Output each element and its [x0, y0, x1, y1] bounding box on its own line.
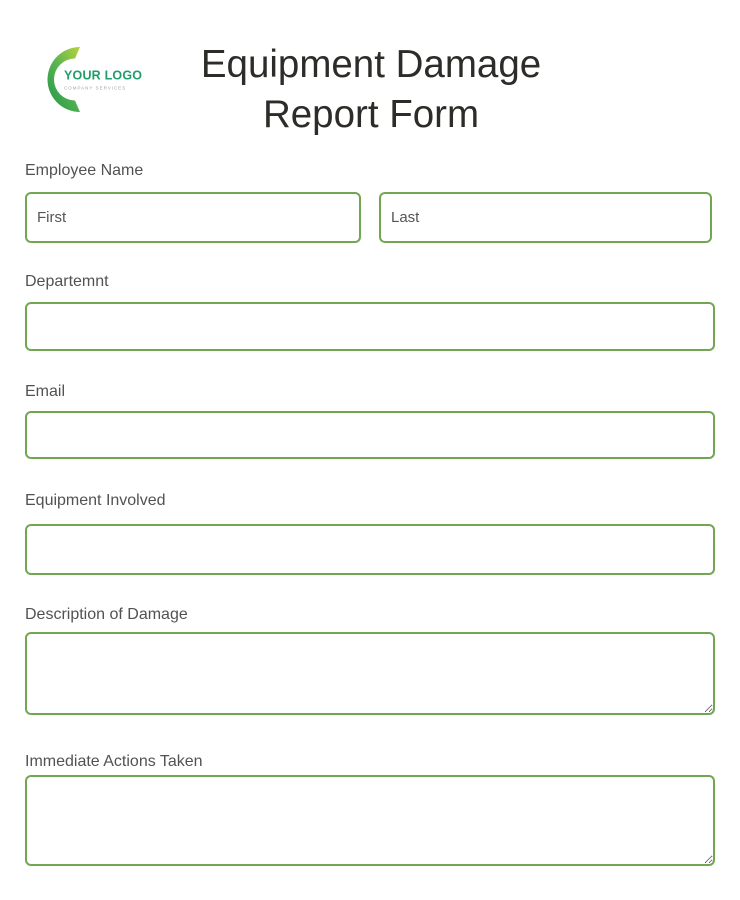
svg-text:YOUR LOGO: YOUR LOGO [64, 69, 142, 83]
svg-text:COMPANY SERVICES: COMPANY SERVICES [64, 86, 126, 91]
